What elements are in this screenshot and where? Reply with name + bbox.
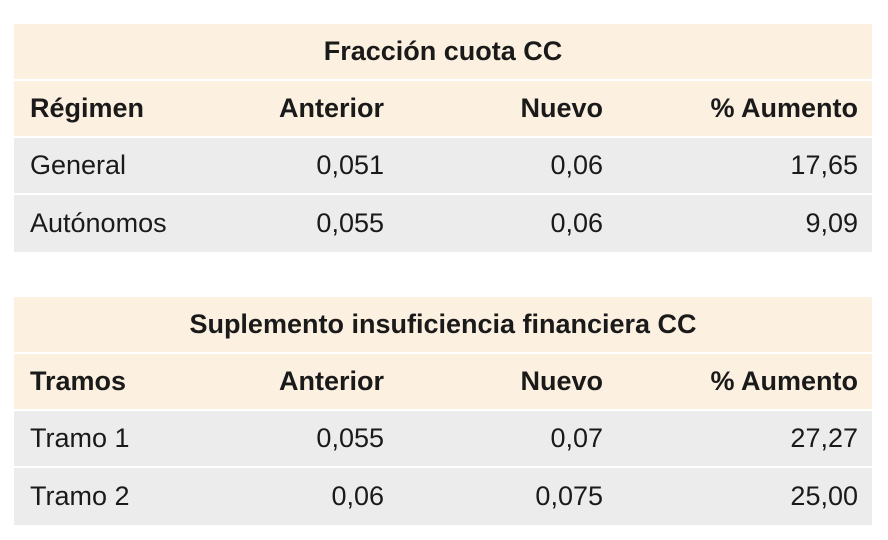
table-row: Autónomos 0,055 0,06 9,09 [14, 195, 872, 252]
column-header-regimen: Régimen [30, 93, 145, 123]
cell-nuevo: 0,075 [535, 481, 603, 511]
table-title-row: Fracción cuota CC [14, 24, 872, 81]
table-row: Tramo 2 0,06 0,075 25,00 [14, 468, 872, 525]
cell-aumento: 25,00 [790, 481, 858, 511]
table-title-row: Suplemento insuficiencia financiera CC [14, 297, 872, 354]
cell-regimen: General [30, 150, 127, 180]
table-suplemento-insuficiencia: Suplemento insuficiencia financiera CC T… [14, 297, 872, 525]
table-header-row: Tramos Anterior Nuevo % Aumento [14, 354, 872, 411]
cell-nuevo: 0,06 [550, 208, 603, 238]
column-header-aumento: % Aumento [710, 93, 859, 123]
column-header-nuevo: Nuevo [520, 366, 603, 396]
table-header-row: Régimen Anterior Nuevo % Aumento [14, 81, 872, 138]
cell-anterior: 0,055 [316, 208, 384, 238]
table-row: Tramo 1 0,055 0,07 27,27 [14, 411, 872, 468]
table-title: Suplemento insuficiencia financiera CC [189, 309, 697, 339]
table-row: General 0,051 0,06 17,65 [14, 138, 872, 195]
cell-nuevo: 0,06 [550, 150, 603, 180]
cell-anterior: 0,055 [316, 423, 384, 453]
cell-aumento: 9,09 [805, 208, 858, 238]
cell-regimen: Autónomos [30, 208, 167, 238]
cell-aumento: 17,65 [790, 150, 858, 180]
cell-anterior: 0,051 [316, 150, 384, 180]
column-header-anterior: Anterior [278, 366, 384, 396]
cell-aumento: 27,27 [790, 423, 858, 453]
cell-nuevo: 0,07 [550, 423, 603, 453]
column-header-nuevo: Nuevo [520, 93, 603, 123]
cell-tramo: Tramo 1 [30, 423, 130, 453]
table-title: Fracción cuota CC [323, 36, 563, 66]
column-header-aumento: % Aumento [710, 366, 859, 396]
cell-anterior: 0,06 [331, 481, 384, 511]
table-fraccion-cuota: Fracción cuota CC Régimen Anterior Nuevo… [14, 24, 872, 252]
column-header-anterior: Anterior [278, 93, 384, 123]
column-header-tramos: Tramos [30, 366, 127, 396]
cell-tramo: Tramo 2 [30, 481, 130, 511]
